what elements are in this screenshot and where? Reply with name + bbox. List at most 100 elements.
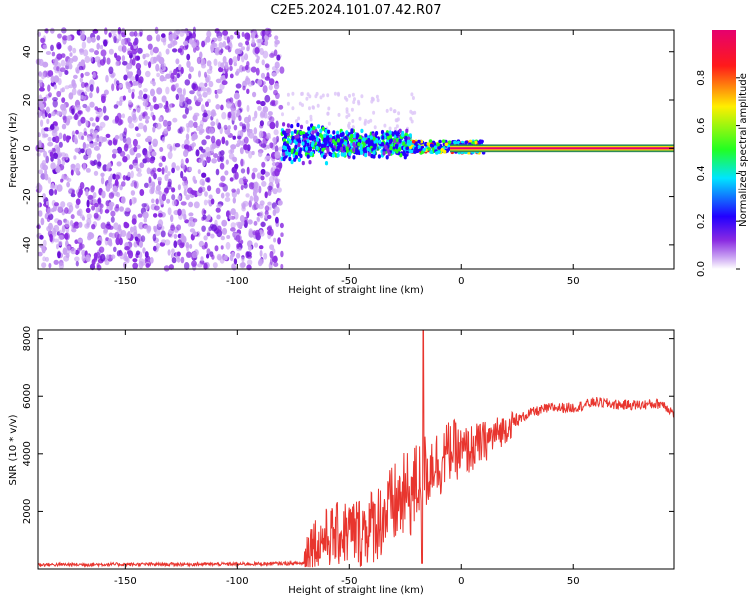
heatmap-cell [95, 206, 99, 214]
heatmap-cell [201, 87, 207, 92]
heatmap-cell [200, 148, 206, 153]
heatmap-cell [304, 146, 309, 151]
heatmap-cell [57, 78, 62, 86]
heatmap-cell [153, 56, 157, 64]
heatmap-cell [58, 234, 64, 241]
heatmap-cell [385, 108, 389, 113]
heatmap-cell [131, 110, 136, 118]
heatmap-cell [408, 145, 413, 150]
heatmap-cell [78, 221, 83, 228]
heatmap-cell [43, 127, 50, 132]
heatmap-cell [208, 194, 213, 199]
heatmap-cell [327, 129, 331, 134]
heatmap-cell [306, 142, 310, 147]
heatmap-cell [116, 227, 121, 233]
heatmap-cell [216, 214, 221, 220]
heatmap-cell [204, 71, 207, 78]
heatmap-cell [83, 131, 88, 136]
x-tick-label: 50 [567, 576, 580, 587]
colorbar-ticks: 0.0 0.2 0.4 0.6 0.8 [696, 70, 740, 277]
heatmap-cell [211, 158, 218, 164]
heatmap-cell [177, 195, 182, 201]
heatmap-cell [110, 210, 116, 217]
heatmap-cell [185, 194, 190, 201]
heatmap-cell [89, 101, 95, 108]
heatmap-cell [94, 130, 99, 134]
heatmap-cell [210, 146, 215, 154]
heatmap-cell [219, 162, 225, 170]
heatmap-cell [59, 67, 66, 73]
heatmap-cell [215, 207, 221, 213]
heatmap-cell [100, 49, 107, 57]
heatmap-cell [273, 237, 277, 243]
heatmap-cell [46, 216, 51, 222]
heatmap-cell [243, 182, 248, 189]
heatmap-cell [85, 168, 91, 173]
heatmap-cell [145, 119, 149, 124]
heatmap-cell [228, 111, 232, 118]
heatmap-cell [73, 74, 78, 79]
heatmap-cell [129, 31, 135, 37]
heatmap-cell [57, 206, 64, 213]
heatmap-cell [60, 201, 66, 208]
heatmap-cell [261, 180, 267, 187]
heatmap-cell [185, 242, 190, 249]
heatmap-cell [213, 153, 219, 159]
heatmap-cell [305, 96, 309, 101]
heatmap-cell [69, 52, 73, 57]
heatmap-cell [148, 176, 152, 184]
heatmap-cell [170, 224, 176, 231]
colorbar-label: Normalized spectral amplitude [738, 73, 749, 227]
heatmap-cell [108, 139, 113, 146]
heatmap-cell [326, 111, 330, 116]
heatmap-cell [383, 123, 387, 128]
heatmap-cell [224, 71, 228, 79]
heatmap-cell [136, 107, 141, 113]
heatmap-cell [128, 164, 134, 170]
heatmap-cell [114, 174, 120, 180]
heatmap-cell [243, 144, 249, 151]
heatmap-cell [408, 133, 412, 138]
heatmap-cell [161, 193, 167, 202]
heatmap-cell [351, 92, 355, 97]
heatmap-cell [47, 141, 54, 147]
heatmap-cell [405, 146, 410, 150]
heatmap-cell [235, 71, 239, 76]
heatmap-cell [246, 88, 250, 95]
heatmap-cell [373, 145, 377, 150]
heatmap-cell [464, 140, 469, 145]
heatmap-cell [260, 221, 266, 227]
heatmap-cell [122, 156, 128, 163]
heatmap-cell [44, 169, 48, 177]
heatmap-cell [50, 27, 55, 34]
heatmap-cell [47, 84, 51, 92]
heatmap-cell [184, 107, 189, 115]
heatmap-cell [269, 250, 274, 259]
heatmap-cell [48, 262, 52, 269]
heatmap-cell [377, 154, 381, 159]
heatmap-cell [193, 179, 198, 184]
heatmap-cell [392, 109, 396, 114]
x-tick-label: -100 [226, 276, 249, 287]
heatmap-cell [258, 130, 264, 139]
heatmap-cell [160, 230, 166, 238]
heatmap-cell [198, 82, 205, 89]
heatmap-cell [329, 137, 333, 142]
heatmap-cell [154, 228, 161, 237]
heatmap-cell [372, 136, 376, 141]
heatmap-cell [114, 115, 120, 124]
heatmap-cell [184, 79, 191, 86]
heatmap-cell [204, 82, 208, 88]
heatmap-cell [118, 100, 123, 106]
heatmap-cell [394, 143, 399, 149]
heatmap-cell [76, 210, 81, 216]
heatmap-cell [132, 58, 136, 66]
colorbar-tick-label: 0.4 [696, 165, 707, 181]
heatmap-cell [255, 137, 259, 144]
heatmap-cell [391, 132, 395, 137]
heatmap-cell [164, 174, 169, 182]
heatmap-cell [332, 130, 336, 135]
heatmap-cell [81, 254, 86, 262]
heatmap-cell [93, 145, 100, 151]
heatmap-cell [53, 259, 59, 265]
